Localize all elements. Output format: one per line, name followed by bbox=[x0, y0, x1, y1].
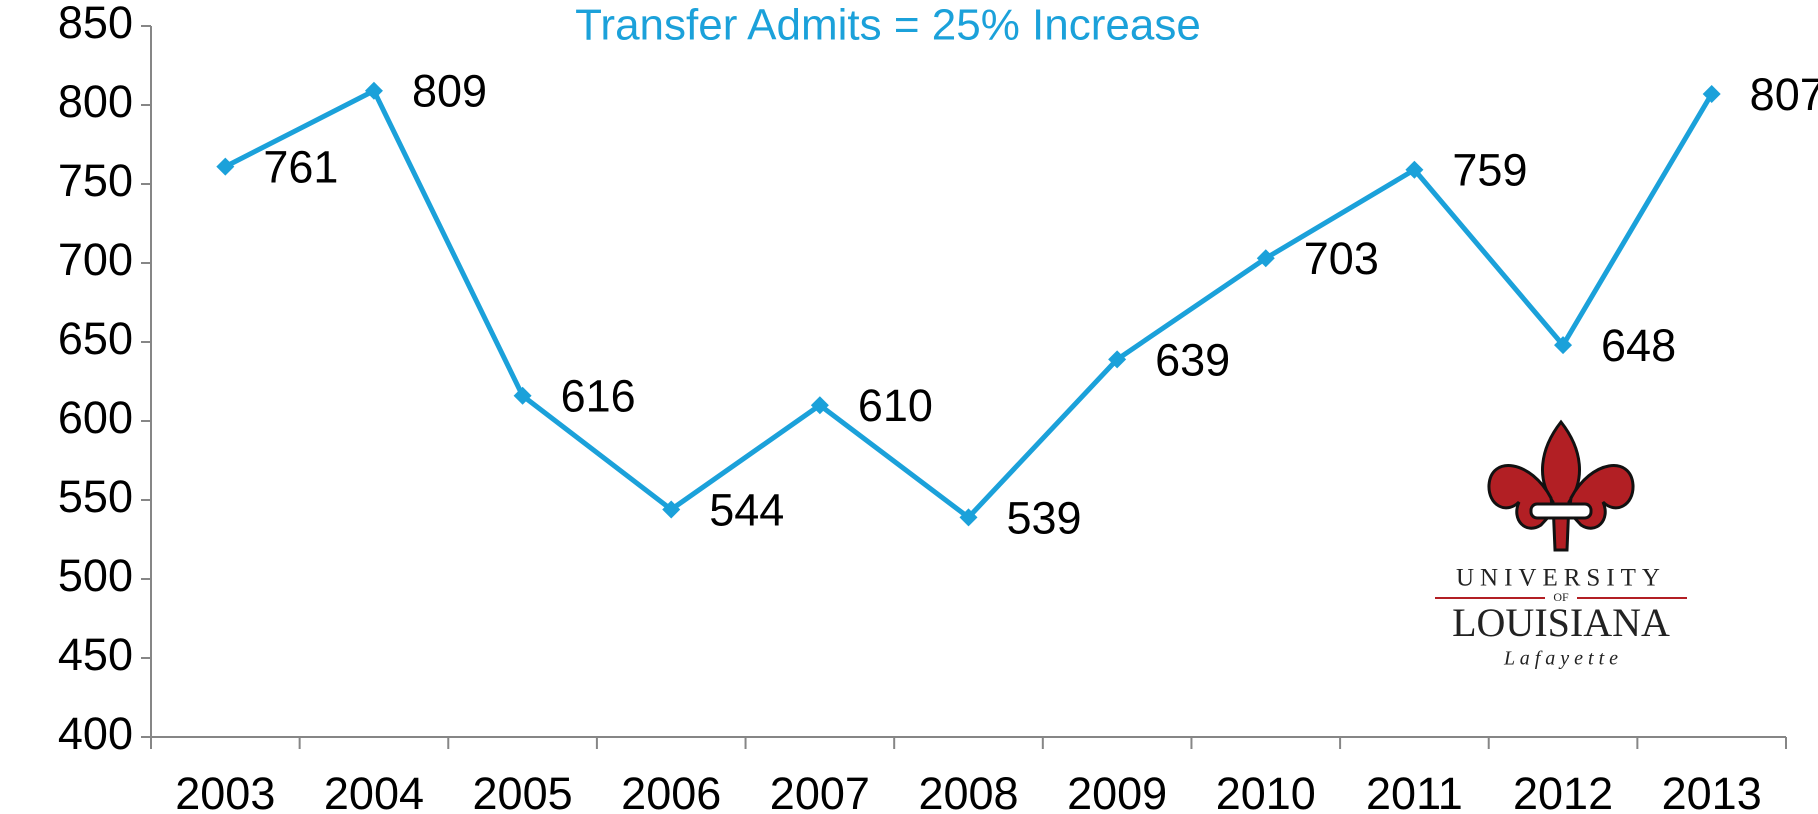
y-tick-label: 450 bbox=[58, 629, 133, 680]
logo-text: UNIVERSITY bbox=[1456, 565, 1666, 592]
marker bbox=[513, 386, 532, 405]
value-label: 648 bbox=[1601, 320, 1676, 371]
marker bbox=[1405, 160, 1424, 179]
y-tick-label: 600 bbox=[58, 392, 133, 443]
fleur-de-lis bbox=[1487, 419, 1635, 552]
marker bbox=[1256, 249, 1275, 268]
x-tick-label: 2012 bbox=[1513, 768, 1613, 814]
x-tick-label: 2007 bbox=[770, 768, 870, 814]
marker bbox=[662, 500, 681, 519]
logo-text: LOUISIANA bbox=[1452, 600, 1670, 645]
logo: UNIVERSITY OF LOUISIANA L a f a y e t t … bbox=[1435, 419, 1687, 670]
marker bbox=[364, 81, 383, 100]
value-label: 539 bbox=[1007, 492, 1082, 543]
x-tick-label: 2006 bbox=[621, 768, 721, 814]
x-tick-label: 2010 bbox=[1216, 768, 1316, 814]
logo-text: L a f a y e t t e bbox=[1503, 648, 1618, 670]
y-tick-label: 550 bbox=[58, 471, 133, 522]
value-label: 807 bbox=[1750, 69, 1818, 120]
y-tick-label: 850 bbox=[58, 0, 133, 48]
y-tick-label: 650 bbox=[58, 313, 133, 364]
marker bbox=[1108, 350, 1127, 369]
y-tick-label: 800 bbox=[58, 76, 133, 127]
x-tick-label: 2011 bbox=[1366, 768, 1463, 814]
value-label: 759 bbox=[1452, 145, 1527, 196]
value-label: 616 bbox=[561, 371, 636, 422]
value-label: 703 bbox=[1304, 233, 1379, 284]
logo-text: OF bbox=[1553, 590, 1569, 604]
y-tick-label: 400 bbox=[58, 708, 133, 759]
x-tick-label: 2008 bbox=[918, 768, 1018, 814]
marker bbox=[810, 396, 829, 415]
value-label: 761 bbox=[263, 142, 338, 193]
x-tick-label: 2004 bbox=[324, 768, 424, 814]
x-tick-label: 2013 bbox=[1662, 768, 1762, 814]
y-tick-label: 500 bbox=[58, 550, 133, 601]
y-tick-label: 750 bbox=[58, 155, 133, 206]
value-label: 610 bbox=[858, 380, 933, 431]
chart-title: Transfer Admits = 25% Increase bbox=[575, 1, 1201, 50]
marker bbox=[1554, 336, 1573, 355]
value-label: 544 bbox=[709, 484, 784, 535]
marker bbox=[1702, 84, 1721, 103]
marker bbox=[216, 157, 235, 176]
x-tick-label: 2003 bbox=[175, 768, 275, 814]
y-tick-label: 700 bbox=[58, 234, 133, 285]
x-tick-label: 2005 bbox=[473, 768, 573, 814]
value-label: 639 bbox=[1155, 334, 1230, 385]
value-label: 809 bbox=[412, 66, 487, 117]
marker bbox=[959, 508, 978, 527]
x-tick-label: 2009 bbox=[1067, 768, 1167, 814]
